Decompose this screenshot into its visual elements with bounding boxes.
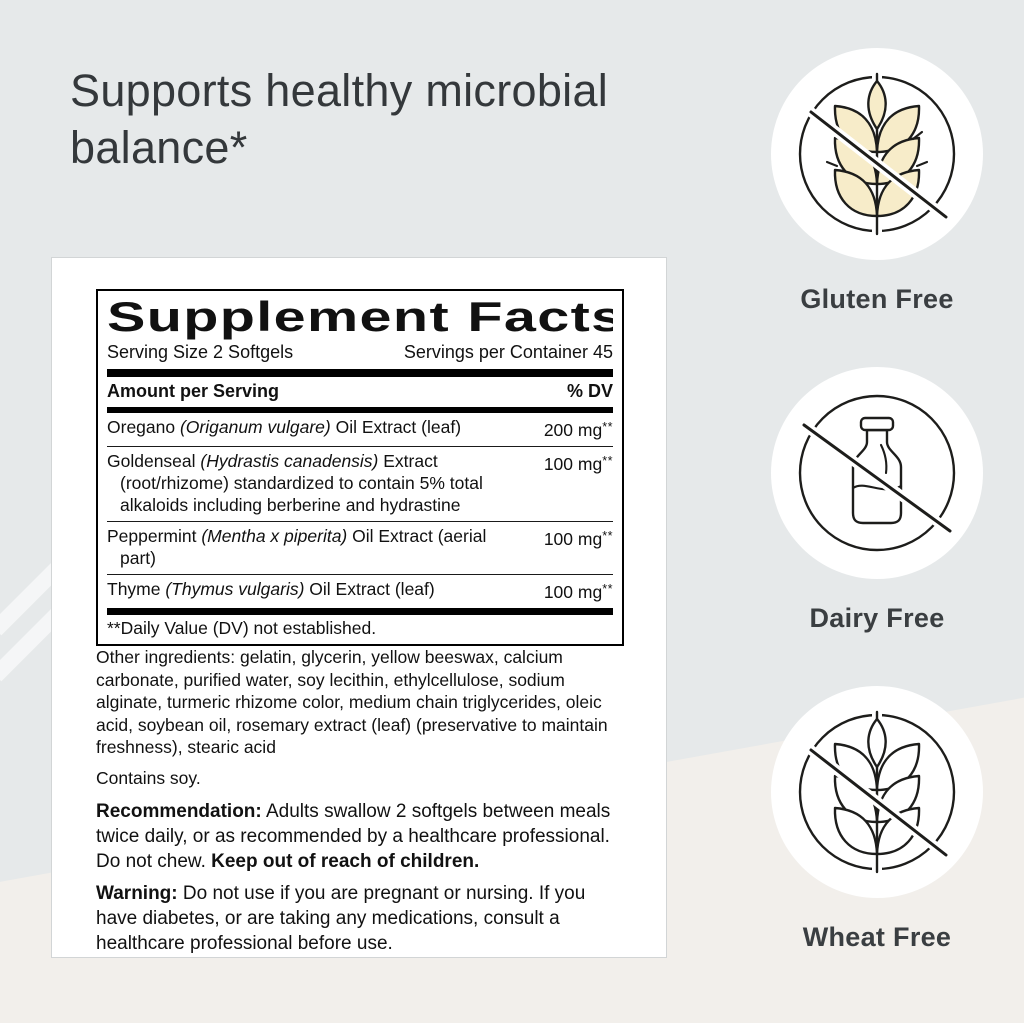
- ingredient-row: Thyme (Thymus vulgaris) Oil Extract (lea…: [107, 573, 613, 608]
- recommendation-label: Recommendation:: [96, 800, 262, 822]
- medium-divider: [107, 407, 613, 413]
- latin-name: (Thymus vulgaris): [165, 578, 305, 599]
- thick-divider: [107, 607, 613, 615]
- ingredient-name: Peppermint (Mentha x piperita) Oil Extra…: [107, 525, 487, 568]
- amount-per-serving-header: Amount per Serving: [107, 381, 280, 401]
- no-dairy-bottle-icon: [798, 394, 956, 552]
- thick-divider: [107, 369, 613, 377]
- ingredient-amount: 200 mg**: [543, 419, 613, 440]
- ingredient-row: Peppermint (Mentha x piperita) Oil Extra…: [107, 520, 613, 574]
- ingredient-amount: 100 mg**: [543, 581, 613, 602]
- latin-name: (Origanum vulgare): [179, 417, 331, 437]
- dv-footnote: **Daily Value (DV) not established.: [107, 617, 377, 638]
- contains-note: Contains soy.: [96, 767, 201, 788]
- other-ingredients: Other ingredients: gelatin, glycerin, ye…: [96, 647, 608, 757]
- dv-mark: **: [602, 581, 613, 596]
- ingredient-name: Goldenseal (Hydrastis canadensis) Extrac…: [107, 450, 483, 515]
- recommendation-emphasis: Keep out of reach of children.: [211, 850, 480, 872]
- warning: Warning: Do not use if you are pregnant …: [96, 882, 586, 954]
- recommendation: Recommendation: Adults swallow 2 softgel…: [96, 800, 611, 872]
- latin-name: (Hydrastis canadensis): [200, 450, 379, 471]
- dv-mark: **: [602, 528, 613, 543]
- supplement-facts-panel: Supplement Facts Serving Size 2 Softgels…: [96, 289, 624, 646]
- dv-mark: **: [602, 453, 613, 468]
- dv-mark: **: [602, 420, 613, 434]
- label-details: Other ingredients: gelatin, glycerin, ye…: [96, 646, 629, 956]
- servings-per-container: Servings per Container 45: [403, 342, 613, 362]
- ingredient-amount: 100 mg**: [543, 528, 613, 549]
- facts-header-row: Amount per Serving % DV: [107, 377, 613, 407]
- warning-label: Warning:: [96, 882, 178, 904]
- label-card: Supplement Facts Serving Size 2 Softgels…: [51, 257, 667, 958]
- no-gluten-wheat-icon: [798, 69, 956, 239]
- gluten-free-badge: Gluten Free: [771, 48, 983, 315]
- dairy-free-badge: Dairy Free: [771, 367, 983, 634]
- badge-label: Wheat Free: [802, 922, 952, 952]
- facts-title-text: Supplement Facts: [107, 293, 613, 340]
- free-from-badges: Gluten Free Dairy Free: [767, 48, 987, 1005]
- ingredient-row: Goldenseal (Hydrastis canadensis) Extrac…: [107, 445, 613, 521]
- ingredient-row: Oregano (Origanum vulgare) Oil Extract (…: [107, 413, 613, 446]
- ingredient-name: Thyme (Thymus vulgaris) Oil Extract (lea…: [107, 578, 435, 599]
- page-title: Supports healthy microbial balance*: [70, 65, 609, 173]
- dv-header: % DV: [566, 381, 613, 401]
- ingredient-amount: 100 mg**: [543, 453, 613, 474]
- wheat-free-badge: Wheat Free: [771, 686, 983, 953]
- no-wheat-stalk-icon: [798, 707, 956, 877]
- badge-label: Dairy Free: [809, 603, 945, 633]
- ingredient-name: Oregano (Origanum vulgare) Oil Extract (…: [107, 417, 462, 437]
- badge-label: Gluten Free: [800, 284, 954, 314]
- serving-size: Serving Size 2 Softgels: [107, 342, 294, 362]
- latin-name: (Mentha x piperita): [201, 525, 348, 546]
- serving-row: Serving Size 2 Softgels Servings per Con…: [107, 341, 613, 369]
- facts-title: Supplement Facts: [107, 291, 613, 341]
